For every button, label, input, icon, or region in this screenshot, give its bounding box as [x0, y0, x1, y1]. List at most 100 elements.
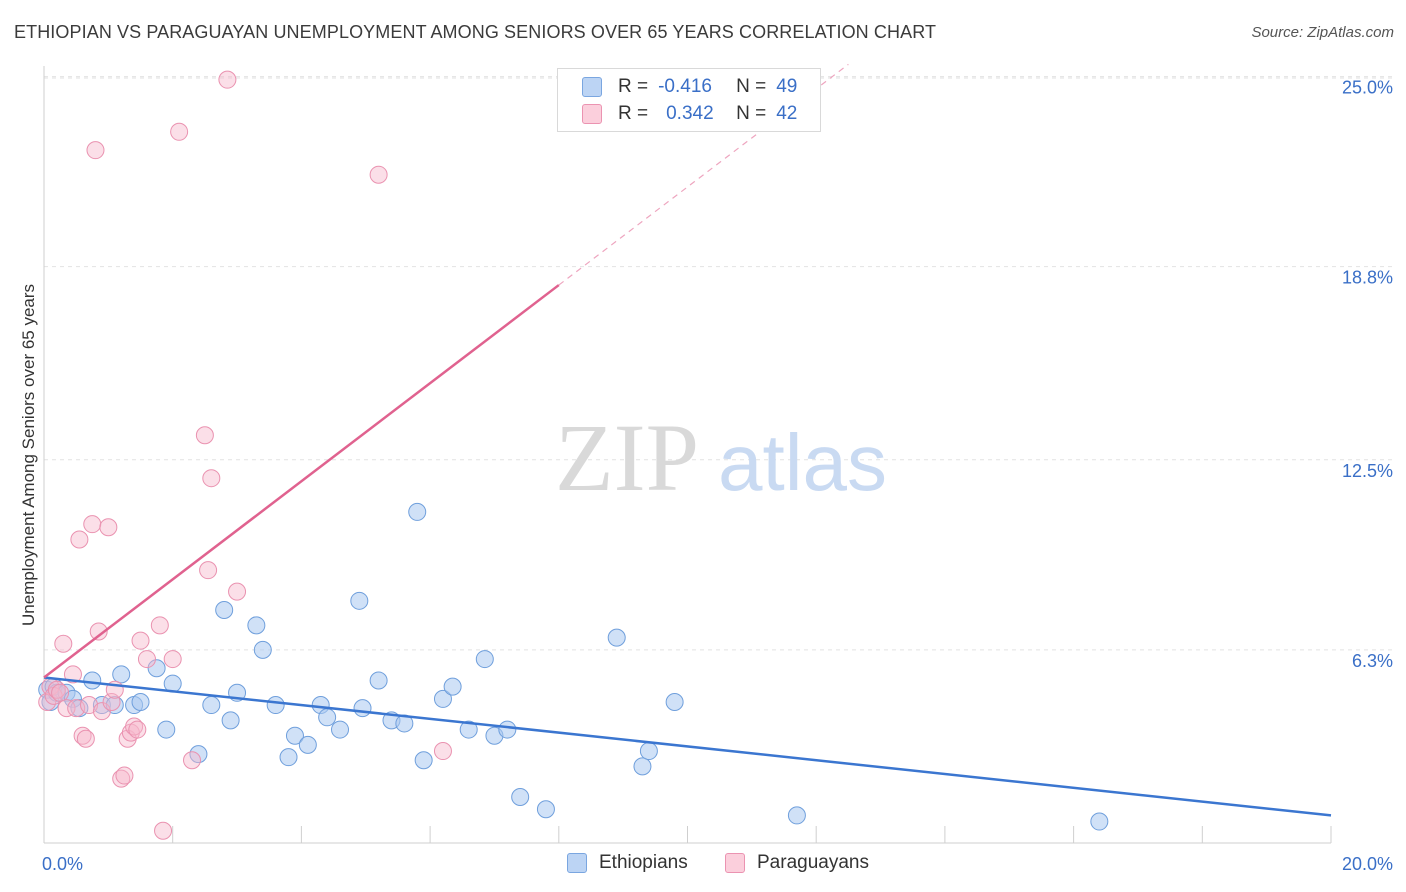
- paraguayans-point: [86, 141, 105, 160]
- ethiopians-point: [247, 616, 266, 635]
- ethiopians-point: [331, 720, 350, 739]
- ethiopians-point: [633, 757, 652, 776]
- legend-item-ethiopians: Ethiopians: [567, 852, 688, 874]
- axes: [43, 66, 1332, 844]
- paraguayans-point: [150, 616, 169, 635]
- paraguayans-point: [137, 650, 156, 669]
- y-tick-label: 25.0%: [1342, 78, 1393, 98]
- paraguayans-point: [112, 769, 131, 788]
- ethiopians-point: [157, 720, 176, 739]
- x-tick-label: 20.0%: [1342, 854, 1393, 874]
- ethiopians-point: [279, 748, 298, 767]
- ethiopians-point: [112, 665, 131, 684]
- paraguayans-trend-extension: [558, 63, 849, 286]
- legend-r-value: -0.416: [658, 76, 712, 97]
- legend-swatch-pink: [582, 104, 602, 124]
- ethiopians-point: [147, 659, 166, 678]
- ethiopians-point: [350, 591, 369, 610]
- ethiopians-point: [433, 689, 452, 708]
- chart-title: ETHIOPIAN VS PARAGUAYAN UNEMPLOYMENT AMO…: [14, 22, 937, 42]
- paraguayans-point: [57, 699, 76, 718]
- paraguayans-point: [54, 634, 73, 653]
- axis-labels: 6.3% 12.5% 18.8% 25.0% 0.0% 20.0% Unemployment…: [19, 78, 1393, 874]
- legend-r-label: R =: [618, 76, 649, 97]
- legend-r-label: R =: [618, 103, 649, 124]
- paraguayans-point: [63, 665, 82, 684]
- ethiopians-point: [511, 788, 530, 807]
- paraguayans-point: [183, 751, 202, 770]
- paraguayans-point: [70, 530, 89, 549]
- correlation-legend: R = -0.416 N = 49 R = 0.342 N = 42: [557, 68, 821, 132]
- ethiopians-point: [285, 726, 304, 745]
- paraguayans-point: [202, 469, 221, 488]
- ethiopians-point: [459, 720, 478, 739]
- legend-label-paraguayans: Paraguayans: [757, 852, 869, 873]
- paraguayans-point: [131, 631, 150, 650]
- ethiopians-point: [414, 751, 433, 770]
- ethiopians-point: [536, 800, 555, 819]
- trend-lines: [43, 63, 1332, 817]
- series-legend: Ethiopians Paraguayans: [0, 852, 1406, 876]
- ethiopians-point: [83, 671, 102, 690]
- paraguayans-point: [154, 821, 173, 840]
- paraguayans-point: [115, 766, 134, 785]
- legend-n-label: N =: [736, 103, 767, 124]
- legend-n-value: 49: [776, 76, 798, 97]
- legend-item-paraguayans: Paraguayans: [725, 852, 869, 874]
- ethiopians-point: [215, 601, 234, 620]
- ethiopians-point: [253, 640, 272, 659]
- watermark: ZIP atlas: [555, 404, 887, 511]
- legend-n-label: N =: [736, 76, 767, 97]
- paraguayans-point: [47, 680, 66, 699]
- legend-swatch-ethiopians: [567, 853, 587, 873]
- ethiopians-point: [369, 671, 388, 690]
- legend-swatch-paraguayans: [725, 853, 745, 873]
- paraguayans-point: [170, 122, 189, 141]
- paraguayans-point: [433, 742, 452, 761]
- ethiopians-point: [318, 708, 337, 727]
- y-axis-label: Unemployment Among Seniors over 65 years: [19, 284, 38, 626]
- paraguayans-trend-line: [43, 284, 560, 679]
- legend-r-value: 0.342: [666, 103, 714, 124]
- paraguayans-point: [218, 70, 237, 89]
- watermark-zip: ZIP: [555, 404, 699, 511]
- y-tick-label: 12.5%: [1342, 461, 1393, 481]
- paraguayans-point: [195, 426, 214, 445]
- legend-row-paraguayans: R = 0.342 N = 42: [582, 101, 797, 127]
- paraguayans-point: [83, 515, 102, 534]
- paraguayans-point: [89, 622, 108, 641]
- paraguayans-point: [99, 518, 118, 537]
- ethiopians-point: [202, 696, 221, 715]
- ethiopians-point: [665, 692, 684, 711]
- ethiopians-point: [498, 720, 517, 739]
- y-tick-label: 6.3%: [1352, 651, 1393, 671]
- ethiopians-point: [408, 502, 427, 521]
- ethiopians-point: [607, 628, 626, 647]
- watermark-atlas: atlas: [718, 418, 887, 507]
- paraguayans-point: [199, 561, 218, 580]
- ethiopians-point: [787, 806, 806, 825]
- paraguayans-point: [51, 683, 70, 702]
- ethiopians-point: [475, 650, 494, 669]
- paraguayans-point: [163, 650, 182, 669]
- y-tick-label: 18.8%: [1342, 268, 1393, 288]
- ethiopians-point: [1090, 812, 1109, 831]
- paraguayans-point: [228, 582, 247, 601]
- ethiopians-point: [639, 742, 658, 761]
- paraguayans-point: [369, 165, 388, 184]
- paraguayans-point: [128, 720, 147, 739]
- paraguayans-point: [76, 729, 95, 748]
- legend-n-value: 42: [776, 103, 798, 124]
- ethiopians-point: [298, 735, 317, 754]
- ethiopians-point: [131, 692, 150, 711]
- ethiopians-point: [443, 677, 462, 696]
- ethiopians-trend-line: [43, 676, 1332, 817]
- ethiopians-point: [221, 711, 240, 730]
- legend-swatch-blue: [582, 77, 602, 97]
- paraguayans-point: [73, 726, 92, 745]
- legend-label-ethiopians: Ethiopians: [599, 852, 688, 873]
- ethiopians-point: [266, 696, 285, 715]
- paraguayans-point: [125, 717, 144, 736]
- ethiopians-point: [353, 699, 372, 718]
